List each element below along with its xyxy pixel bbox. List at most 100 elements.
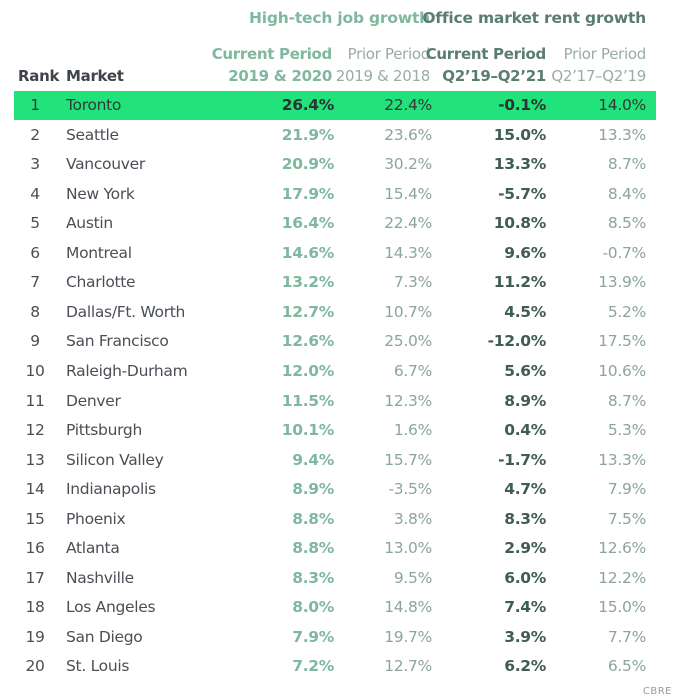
market-cell: Raleigh-Durham [66, 361, 188, 380]
rent-growth-current-cell: 2.9% [504, 539, 546, 558]
rent-growth-prior-cell: 13.3% [598, 450, 646, 469]
job-growth-current-cell: 11.5% [281, 391, 335, 410]
rent-growth-prior-cell: 10.6% [598, 361, 646, 380]
column-header-job-current-line2: 2019 & 2020 [228, 67, 332, 85]
job-growth-prior-cell: 22.4% [384, 214, 432, 233]
job-growth-current-cell: 8.8% [292, 509, 334, 528]
market-cell: Indianapolis [66, 480, 156, 499]
job-growth-prior-cell: 12.3% [384, 391, 432, 410]
rank-cell: 12 [25, 421, 45, 440]
rent-growth-prior-cell: 7.9% [607, 480, 646, 499]
rank-cell: 4 [30, 184, 40, 203]
rank-cell: 20 [25, 657, 45, 676]
job-growth-current-cell: 20.9% [281, 155, 335, 174]
job-growth-current-cell: 8.9% [292, 480, 334, 499]
market-cell: Montreal [66, 243, 132, 262]
table-row: 9 San Francisco 12.6% 25.0% -12.0% 17.5% [14, 327, 656, 356]
rank-cell: 10 [25, 361, 45, 380]
column-header-rank: Rank [18, 67, 60, 85]
job-growth-current-cell: 12.7% [281, 302, 335, 321]
rent-growth-current-cell: 0.4% [504, 421, 546, 440]
rank-cell: 2 [30, 125, 40, 144]
rent-growth-prior-cell: 8.7% [607, 155, 646, 174]
job-growth-prior-cell: 6.7% [393, 361, 432, 380]
column-header-rent-prior-line2: Q2’17–Q2’19 [551, 67, 646, 85]
job-growth-prior-cell: 3.8% [393, 509, 432, 528]
job-growth-current-cell: 9.4% [292, 450, 334, 469]
rank-cell: 13 [25, 450, 45, 469]
job-growth-current-cell: 17.9% [281, 184, 335, 203]
job-growth-prior-cell: 7.3% [393, 273, 432, 292]
rent-growth-prior-cell: 14.0% [598, 96, 646, 114]
rank-cell: 5 [30, 214, 40, 233]
rank-cell: 7 [30, 273, 40, 292]
rent-growth-current-cell: 8.3% [504, 509, 546, 528]
column-header-job-prior-line2: 2019 & 2018 [335, 67, 431, 85]
job-growth-prior-cell: 10.7% [384, 302, 432, 321]
job-growth-prior-cell: 9.5% [393, 568, 432, 587]
column-header-market: Market [66, 67, 124, 85]
job-growth-current-cell: 12.0% [281, 361, 335, 380]
rank-cell: 18 [25, 598, 45, 617]
table-row: 13 Silicon Valley 9.4% 15.7% -1.7% 13.3% [14, 446, 656, 475]
market-cell: Vancouver [66, 155, 145, 174]
job-growth-prior-cell: 1.6% [393, 421, 432, 440]
market-cell: St. Louis [66, 657, 130, 676]
group-header-job-growth: High-tech job growth [249, 9, 430, 27]
job-growth-current-cell: 8.3% [292, 568, 334, 587]
job-growth-current-cell: 7.2% [292, 657, 334, 676]
market-cell: Atlanta [66, 539, 120, 558]
market-cell: New York [66, 184, 135, 203]
table-row: 15 Phoenix 8.8% 3.8% 8.3% 7.5% [14, 505, 656, 534]
market-cell: Dallas/Ft. Worth [66, 302, 186, 321]
column-header-rent-prior-line1: Prior Period [563, 45, 647, 63]
table-row: 4 New York 17.9% 15.4% -5.7% 8.4% [14, 180, 656, 209]
rent-growth-current-cell: 3.9% [504, 627, 546, 646]
table-row: 20 St. Louis 7.2% 12.7% 6.2% 6.5% [14, 652, 656, 681]
job-growth-prior-cell: 19.7% [384, 627, 432, 646]
rent-growth-current-cell: 6.0% [504, 568, 546, 587]
rent-growth-prior-cell: 6.5% [607, 657, 646, 676]
job-growth-prior-cell: -3.5% [388, 480, 433, 499]
job-growth-current-cell: 8.0% [292, 598, 334, 617]
market-cell: Denver [66, 391, 121, 410]
rent-growth-current-cell: 5.6% [504, 361, 546, 380]
market-cell: Charlotte [66, 273, 136, 292]
table-row: 14 Indianapolis 8.9% -3.5% 4.7% 7.9% [14, 475, 656, 504]
rent-growth-current-cell: 11.2% [493, 273, 547, 292]
group-header-rent-growth: Office market rent growth [422, 9, 646, 27]
rent-growth-current-cell: -12.0% [487, 332, 547, 351]
rent-growth-current-cell: 4.5% [504, 302, 546, 321]
job-growth-prior-cell: 14.8% [384, 598, 432, 617]
job-growth-prior-cell: 13.0% [384, 539, 432, 558]
job-growth-current-cell: 13.2% [281, 273, 335, 292]
table-row: 10 Raleigh-Durham 12.0% 6.7% 5.6% 10.6% [14, 357, 656, 386]
job-growth-prior-cell: 30.2% [384, 155, 432, 174]
column-header-rent-current-line1: Current Period [425, 45, 547, 63]
rent-growth-prior-cell: -0.7% [602, 243, 647, 262]
table-row: 19 San Diego 7.9% 19.7% 3.9% 7.7% [14, 623, 656, 652]
rent-growth-prior-cell: 5.2% [607, 302, 646, 321]
rank-cell: 8 [30, 302, 40, 321]
rent-growth-prior-cell: 17.5% [598, 332, 646, 351]
job-growth-prior-cell: 14.3% [384, 243, 432, 262]
rent-growth-prior-cell: 12.6% [598, 539, 646, 558]
job-growth-prior-cell: 15.4% [384, 184, 432, 203]
rent-growth-prior-cell: 13.3% [598, 125, 646, 144]
rent-growth-current-cell: 7.4% [504, 598, 546, 617]
job-growth-prior-cell: 25.0% [384, 332, 432, 351]
rent-growth-prior-cell: 15.0% [598, 598, 646, 617]
job-growth-prior-cell: 12.7% [384, 657, 432, 676]
rent-growth-prior-cell: 8.4% [607, 184, 646, 203]
table-row: 6 Montreal 14.6% 14.3% 9.6% -0.7% [14, 239, 656, 268]
job-growth-current-cell: 21.9% [281, 125, 335, 144]
rank-cell: 6 [30, 243, 40, 262]
rent-growth-current-cell: 9.6% [504, 243, 546, 262]
market-cell: Silicon Valley [66, 450, 164, 469]
market-cell: Pittsburgh [66, 421, 142, 440]
job-growth-current-cell: 10.1% [281, 421, 335, 440]
rent-growth-current-cell: -0.1% [498, 96, 546, 114]
table-row: 17 Nashville 8.3% 9.5% 6.0% 12.2% [14, 564, 656, 593]
market-cell: Los Angeles [66, 598, 156, 617]
rent-growth-prior-cell: 12.2% [598, 568, 646, 587]
